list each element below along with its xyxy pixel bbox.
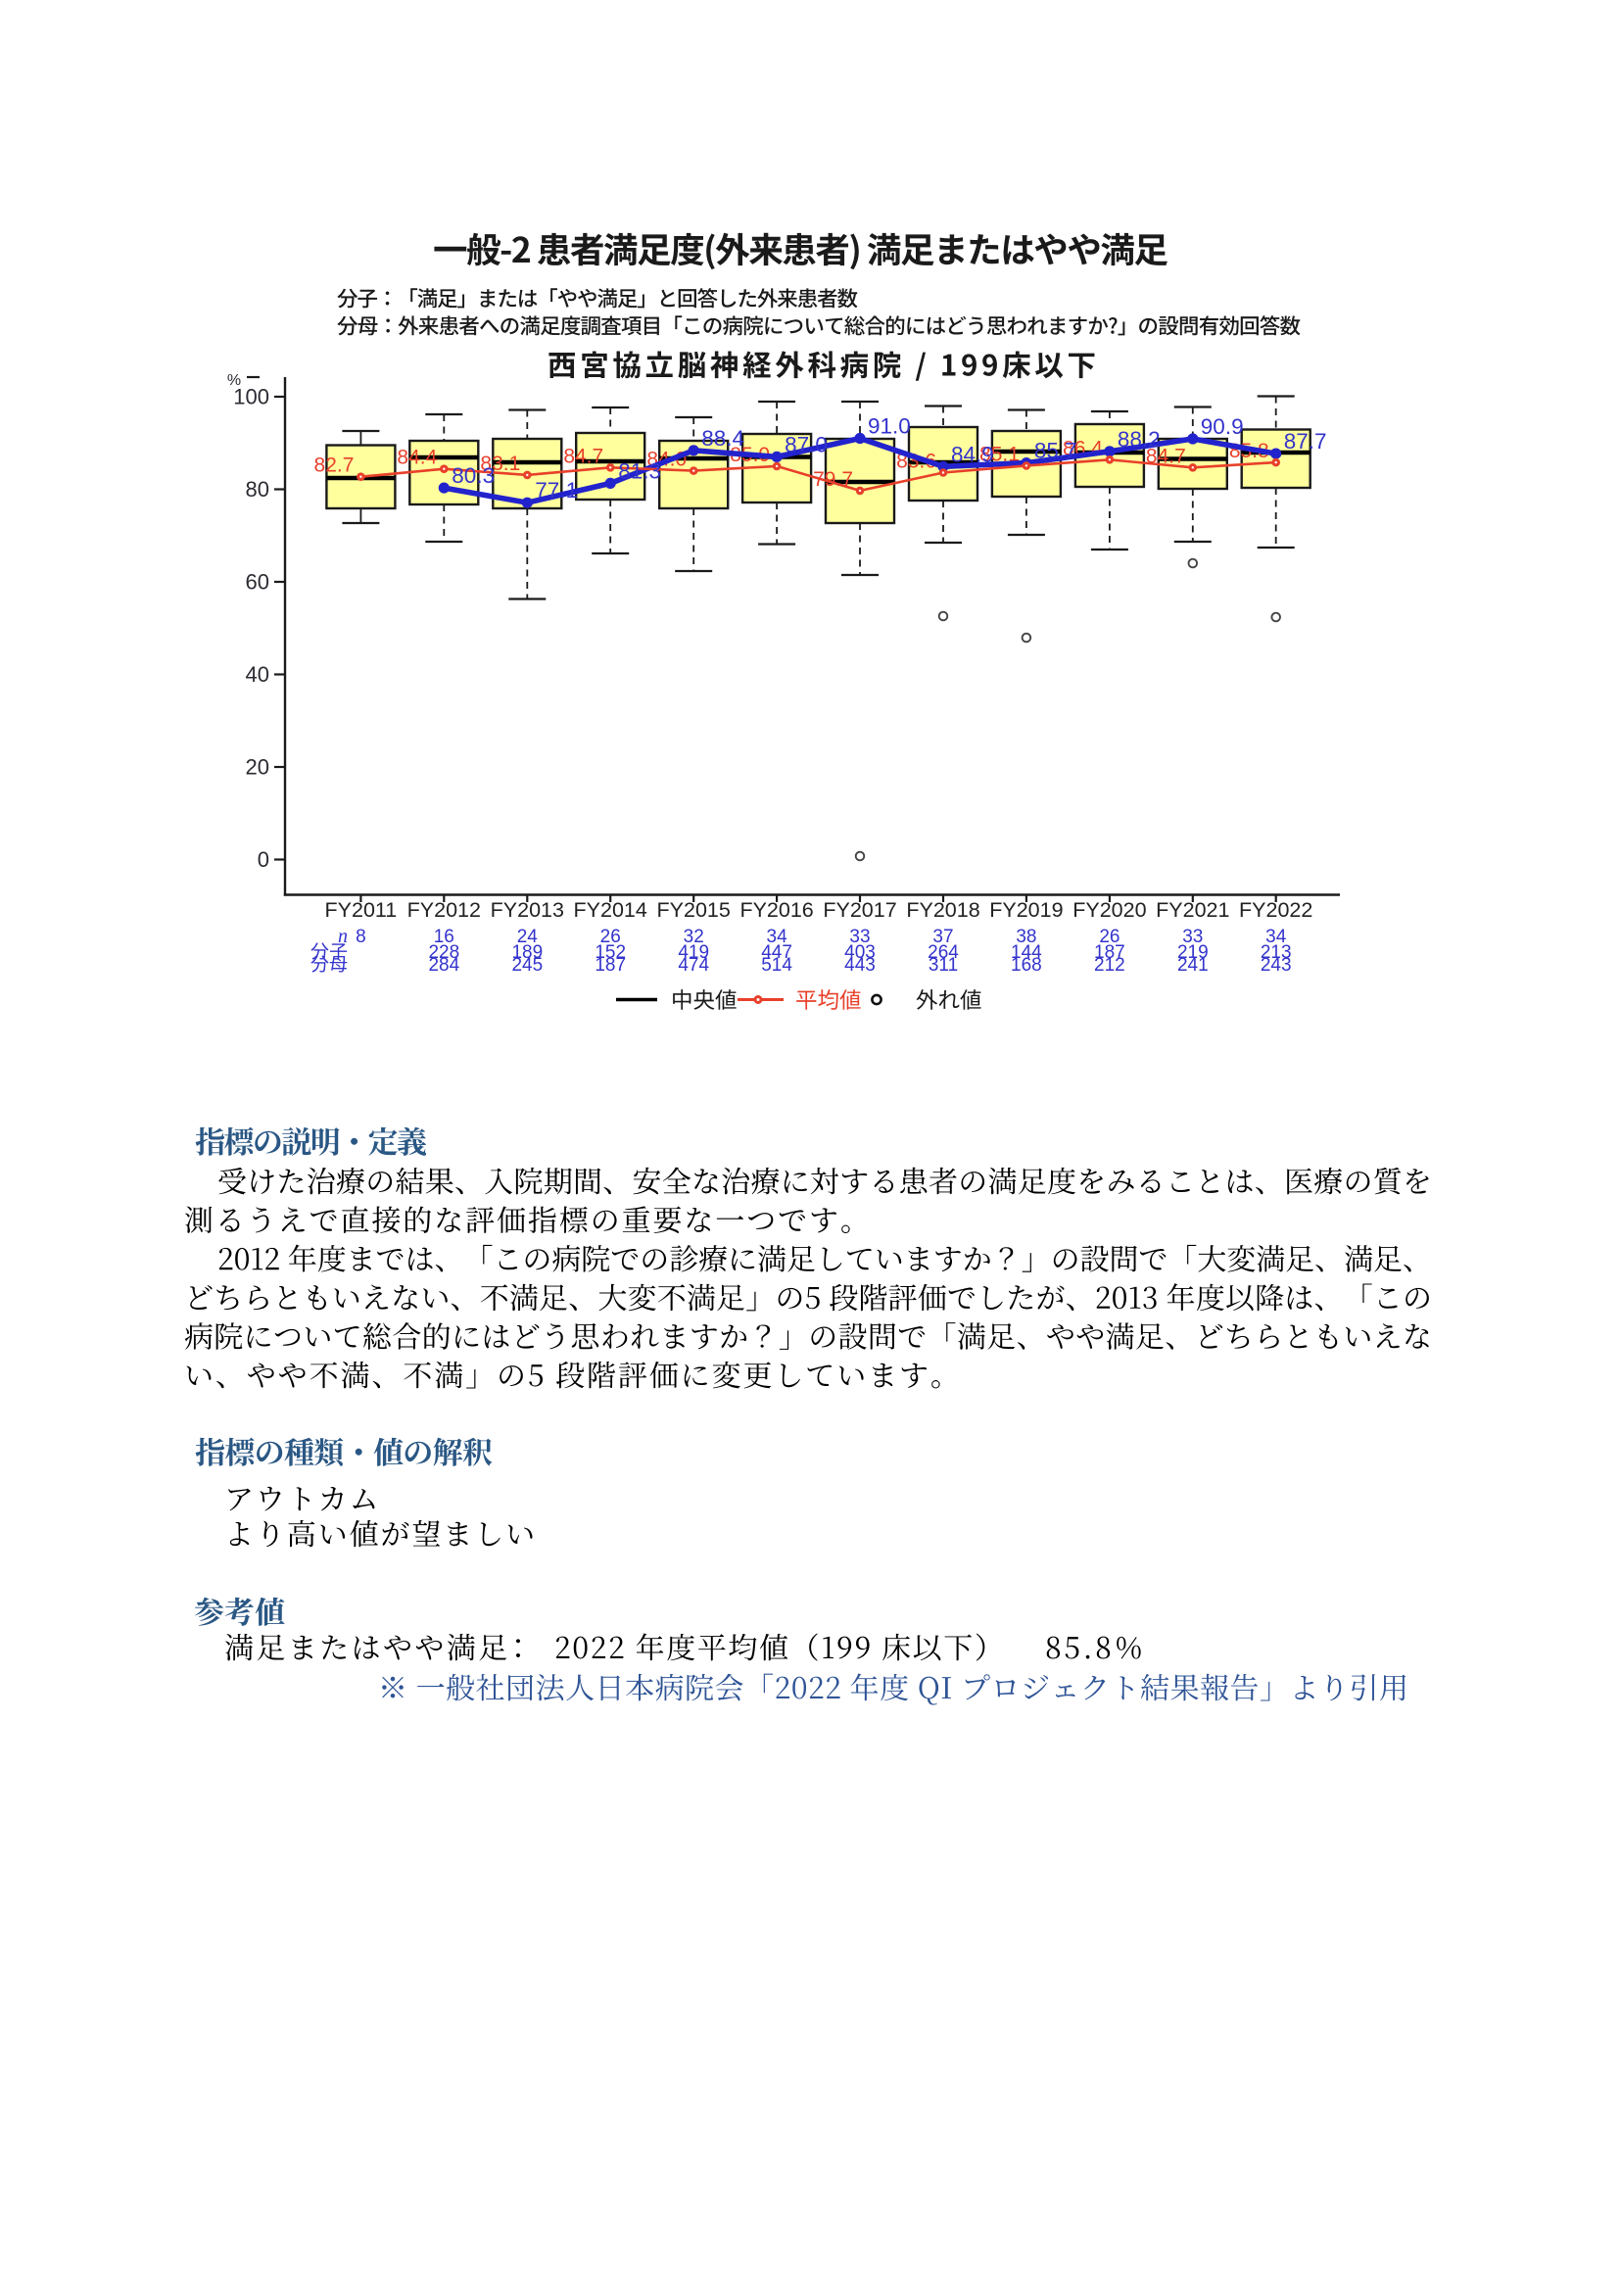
svg-text:213: 213 [1261, 942, 1292, 963]
svg-text:243: 243 [1261, 955, 1292, 976]
svg-text:26: 26 [1099, 927, 1120, 947]
svg-text:84.9: 84.9 [951, 442, 994, 466]
svg-text:FY2013: FY2013 [491, 898, 564, 922]
svg-text:403: 403 [844, 942, 876, 963]
svg-text:34: 34 [767, 927, 788, 947]
svg-text:90.9: 90.9 [1201, 414, 1244, 439]
svg-text:0: 0 [258, 847, 269, 872]
svg-text:85.1: 85.1 [979, 443, 1020, 465]
svg-text:34: 34 [1265, 927, 1287, 947]
svg-text:77.1: 77.1 [535, 478, 578, 502]
svg-text:FY2017: FY2017 [823, 898, 896, 922]
svg-text:311: 311 [929, 955, 958, 976]
svg-text:8: 8 [356, 927, 366, 947]
svg-text:FY2022: FY2022 [1239, 898, 1312, 922]
svg-text:24: 24 [517, 927, 539, 947]
svg-text:514: 514 [761, 955, 792, 976]
svg-text:84.7: 84.7 [563, 445, 603, 467]
svg-text:FY2016: FY2016 [739, 898, 813, 922]
svg-text:20: 20 [246, 755, 269, 780]
svg-text:33: 33 [1182, 927, 1203, 947]
svg-text:85.7: 85.7 [1034, 439, 1077, 463]
svg-text:443: 443 [844, 955, 876, 976]
svg-text:FY2020: FY2020 [1072, 898, 1146, 922]
svg-text:212: 212 [1094, 955, 1125, 976]
svg-text:187: 187 [595, 955, 626, 976]
svg-text:228: 228 [428, 942, 459, 963]
svg-text:84.4: 84.4 [397, 447, 437, 469]
svg-text:100: 100 [233, 385, 269, 409]
svg-text:168: 168 [1011, 955, 1042, 976]
svg-text:91.0: 91.0 [868, 414, 911, 439]
svg-text:245: 245 [511, 955, 543, 976]
svg-text:284: 284 [428, 955, 459, 976]
svg-text:419: 419 [678, 942, 709, 963]
svg-text:187: 187 [1094, 942, 1125, 963]
svg-text:88.2: 88.2 [1118, 427, 1161, 452]
svg-text:37: 37 [932, 927, 953, 947]
svg-text:83.1: 83.1 [480, 453, 520, 475]
svg-text:FY2011: FY2011 [325, 898, 398, 922]
svg-text:FY2015: FY2015 [657, 898, 731, 922]
svg-text:38: 38 [1016, 927, 1036, 947]
svg-text:144: 144 [1011, 942, 1042, 963]
svg-text:16: 16 [434, 927, 454, 947]
svg-text:40: 40 [246, 662, 269, 687]
svg-text:152: 152 [595, 942, 626, 963]
svg-text:80.3: 80.3 [452, 463, 495, 488]
svg-text:88.4: 88.4 [701, 426, 744, 451]
svg-text:474: 474 [678, 955, 709, 976]
svg-text:87.0: 87.0 [785, 432, 828, 456]
svg-text:FY2019: FY2019 [989, 898, 1063, 922]
svg-text:FY2021: FY2021 [1156, 898, 1229, 922]
svg-text:33: 33 [849, 927, 870, 947]
svg-text:241: 241 [1177, 955, 1209, 976]
svg-text:447: 447 [761, 942, 792, 963]
svg-text:189: 189 [511, 942, 543, 963]
svg-text:32: 32 [684, 927, 704, 947]
svg-text:60: 60 [246, 570, 269, 595]
svg-text:FY2014: FY2014 [574, 898, 647, 922]
svg-text:n: n [338, 926, 348, 947]
svg-text:FY2012: FY2012 [407, 898, 481, 922]
svg-text:FY2018: FY2018 [906, 898, 979, 922]
svg-text:84.7: 84.7 [1146, 445, 1186, 467]
svg-text:87.7: 87.7 [1284, 429, 1327, 454]
svg-text:82.7: 82.7 [314, 454, 355, 477]
svg-text:219: 219 [1177, 942, 1209, 963]
svg-text:26: 26 [600, 927, 621, 947]
svg-text:81.3: 81.3 [618, 458, 661, 483]
svg-text:80: 80 [246, 477, 269, 502]
svg-text:%: % [227, 372, 241, 389]
svg-text:264: 264 [928, 942, 959, 963]
